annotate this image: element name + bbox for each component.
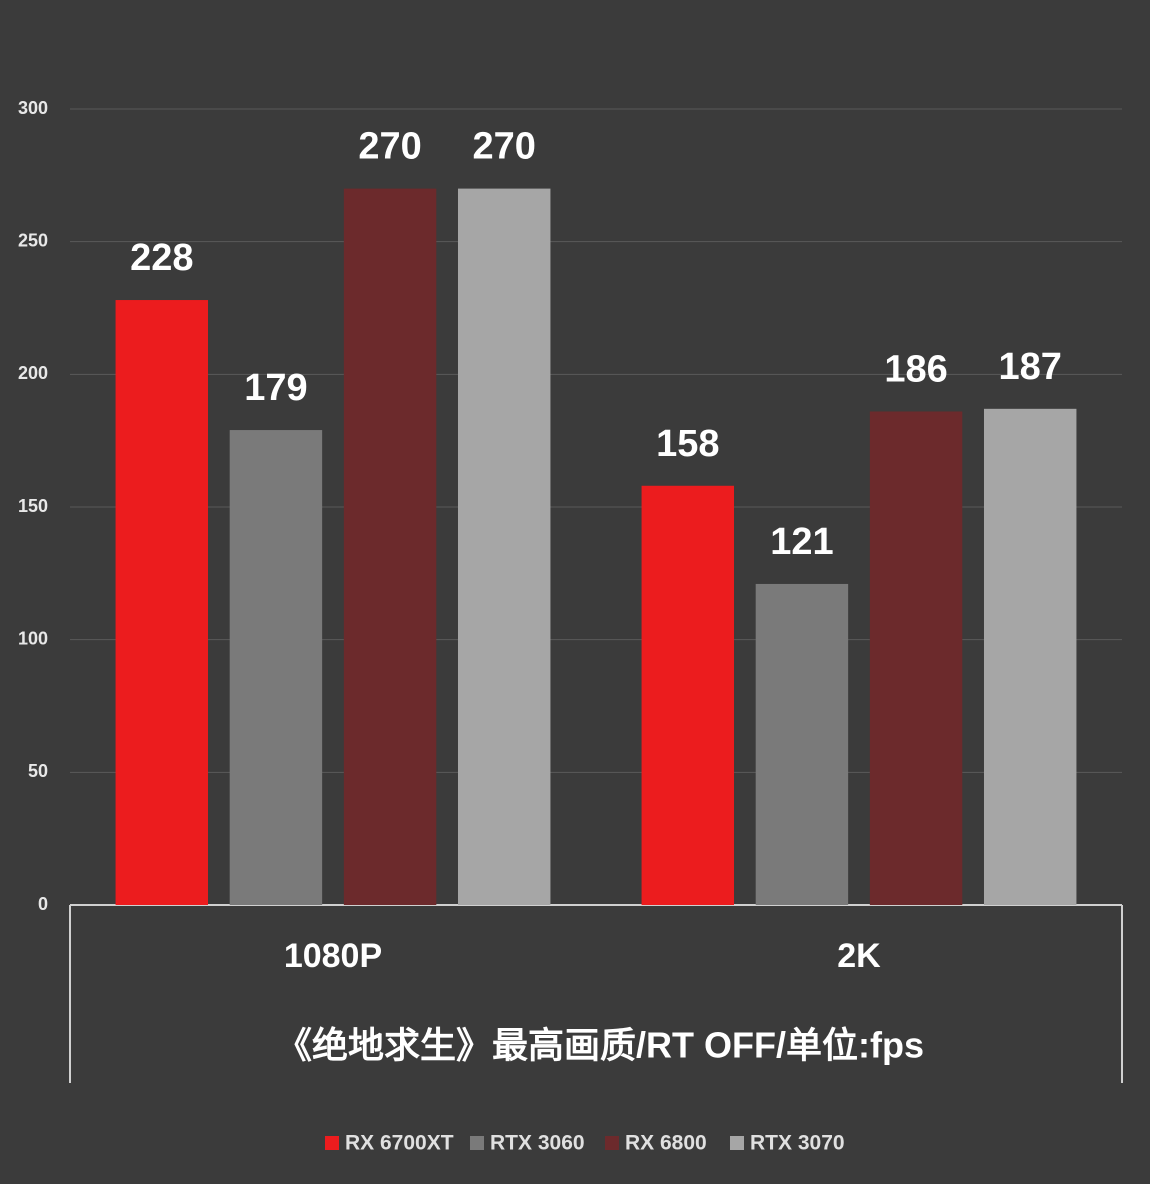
bar — [457, 188, 551, 906]
legend-label: RTX 3070 — [750, 1132, 845, 1155]
value-label: 270 — [358, 126, 421, 168]
legend-swatch — [605, 1136, 619, 1150]
y-tick-label: 100 — [18, 628, 48, 648]
y-tick-label: 200 — [18, 363, 48, 383]
value-label: 228 — [130, 237, 193, 279]
value-label: 270 — [473, 126, 536, 168]
bar — [755, 583, 849, 905]
bar — [983, 408, 1077, 905]
value-label: 158 — [656, 423, 719, 465]
chart-title: 《绝地求生》最高画质/RT OFF/单位:fps — [276, 1025, 924, 1066]
value-label: 186 — [884, 349, 947, 391]
bar — [343, 188, 437, 906]
y-tick-label: 300 — [18, 98, 48, 118]
y-tick-label: 150 — [18, 496, 48, 516]
value-label: 121 — [770, 521, 833, 563]
legend-swatch — [470, 1136, 484, 1150]
legend-label: RTX 3060 — [490, 1132, 585, 1155]
bar — [641, 485, 735, 905]
legend-label: RX 6700XT — [345, 1132, 454, 1155]
value-label: 179 — [244, 367, 307, 409]
y-tick-label: 0 — [38, 894, 48, 914]
x-tick-label: 2K — [837, 937, 881, 975]
y-tick-label: 50 — [28, 761, 48, 781]
legend-swatch — [730, 1136, 744, 1150]
value-label: 187 — [999, 346, 1062, 388]
legend-label: RX 6800 — [625, 1132, 707, 1155]
bar — [229, 430, 323, 905]
legend-swatch — [325, 1136, 339, 1150]
x-tick-label: 1080P — [284, 937, 382, 975]
bar — [869, 411, 963, 905]
bar — [115, 300, 209, 905]
y-tick-label: 250 — [18, 230, 48, 250]
